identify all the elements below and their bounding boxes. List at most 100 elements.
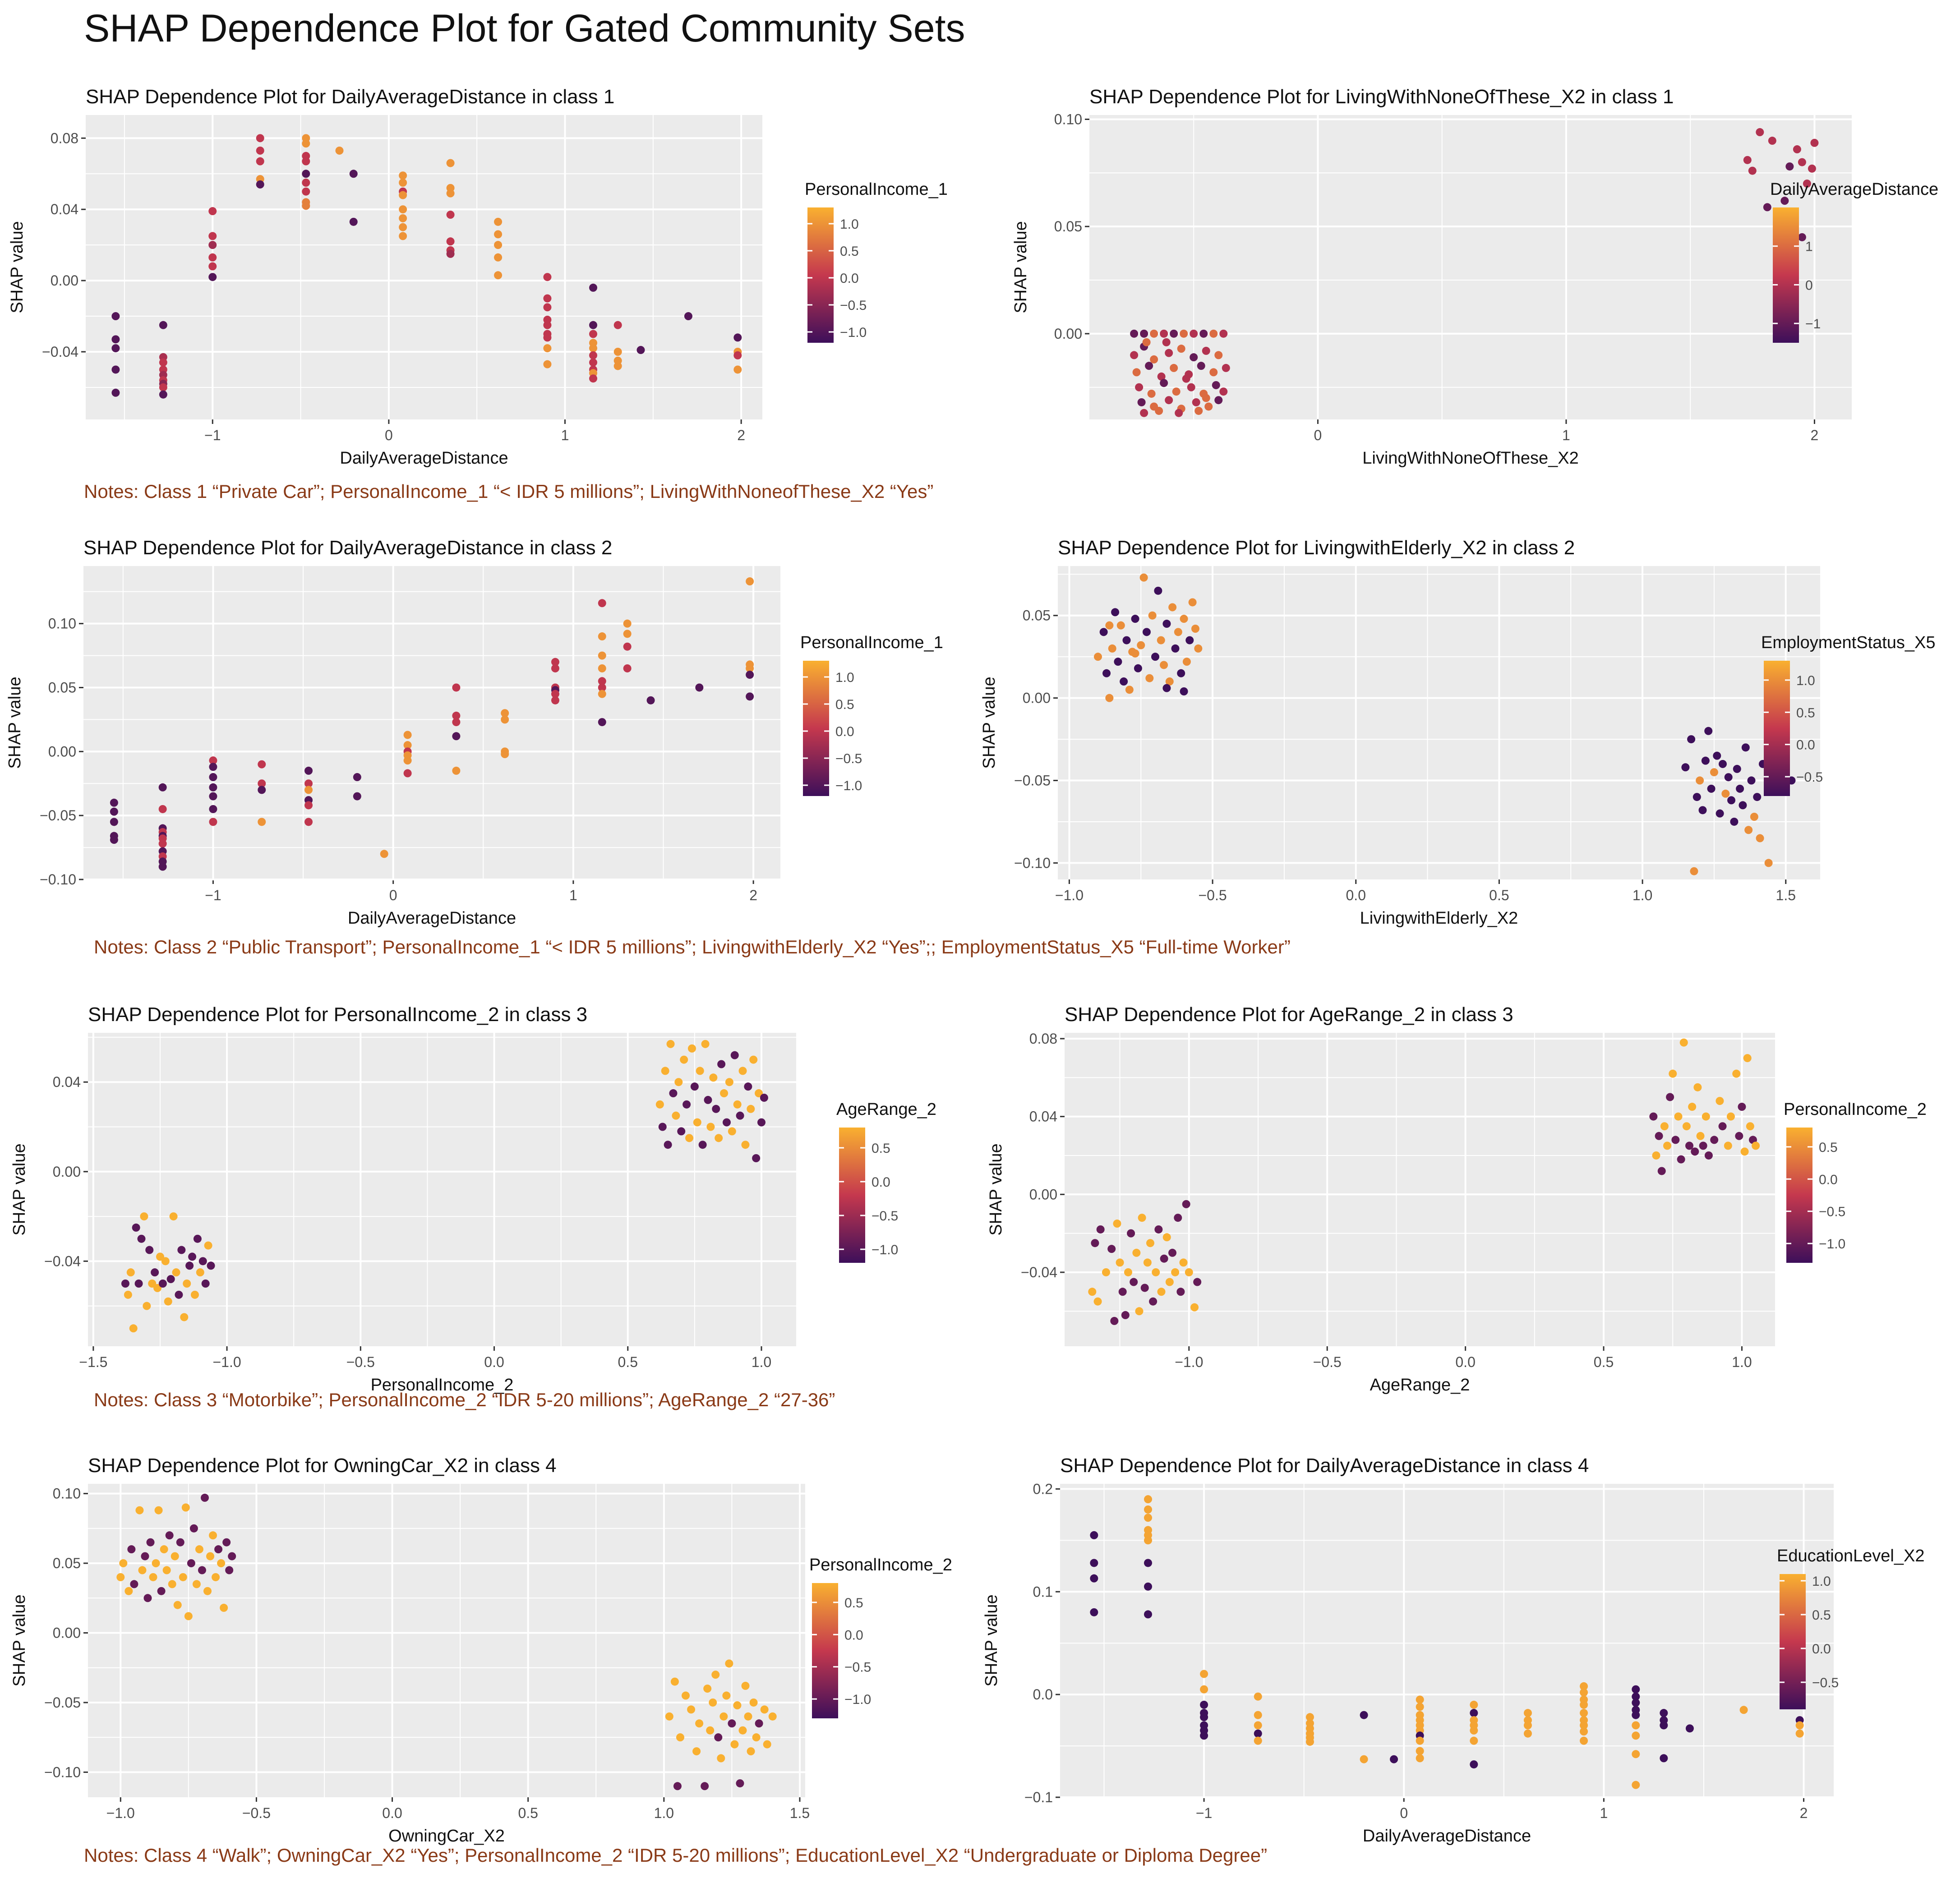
scatter-point (1688, 1103, 1697, 1111)
scatter-point (403, 741, 412, 750)
scatter-point (551, 696, 559, 704)
scatter-point (1580, 1736, 1588, 1745)
scatter-point (1090, 1608, 1098, 1616)
scatter-point (1165, 349, 1173, 357)
scatter-point (196, 1268, 204, 1277)
scatter-point (1798, 233, 1806, 241)
y-axis-label: SHAP value (987, 1143, 1005, 1235)
scatter-point (589, 283, 597, 292)
legend-tick-label: 0.0 (835, 724, 854, 739)
scatter-point (149, 1573, 157, 1581)
scatter-point (674, 1078, 683, 1086)
scatter-point (135, 1506, 144, 1514)
scatter-point (214, 1545, 223, 1554)
scatter-point (1674, 1112, 1683, 1121)
scatter-point (1785, 162, 1794, 171)
scatter-point (1204, 402, 1213, 411)
scatter-point (666, 1040, 675, 1048)
scatter-point (1663, 1142, 1671, 1150)
scatter-point (380, 850, 388, 858)
scatter-point (179, 1573, 187, 1581)
scatter-point (1710, 1136, 1719, 1144)
legend-colorbar (807, 207, 834, 343)
scatter-point (143, 1594, 152, 1602)
scatter-point (1149, 1297, 1158, 1306)
legend-tick-label: −0.5 (1819, 1205, 1845, 1220)
legend-tick-label: −0.5 (835, 751, 862, 766)
scatter-point (665, 1712, 673, 1721)
scatter-point (1200, 1713, 1208, 1722)
x-tick-label: 1.5 (1776, 887, 1796, 903)
scatter-point (111, 365, 120, 374)
x-tick-label: −1.0 (1055, 887, 1084, 903)
scatter-point (730, 1051, 739, 1059)
x-tick-label: 0 (389, 887, 397, 903)
scatter-point (733, 351, 742, 359)
y-tick-label: 0.04 (53, 1074, 81, 1090)
x-tick-label: 2 (737, 427, 745, 443)
scatter-point (725, 1659, 733, 1668)
scatter-point (148, 1280, 157, 1288)
scatter-point (1748, 166, 1757, 175)
scatter-point (158, 1280, 167, 1288)
scatter-point (353, 773, 361, 782)
scatter-point (217, 1559, 226, 1568)
scatter-point (623, 630, 632, 638)
scatter-point (494, 230, 503, 239)
x-tick-label: 0 (1314, 427, 1322, 443)
scatter-point (692, 1747, 701, 1756)
y-tick-label: 0.00 (1029, 1186, 1057, 1202)
scatter-point (203, 1587, 212, 1595)
scatter-point (304, 786, 313, 794)
scatter-point (1162, 1233, 1171, 1242)
scatter-point (1523, 1721, 1532, 1730)
x-tick-label: 0.0 (484, 1354, 504, 1370)
scatter-point (1254, 1721, 1262, 1730)
scatter-point (302, 157, 310, 166)
chart-title: SHAP Dependence Plot for DailyAverageDis… (86, 86, 614, 108)
scatter-point (143, 1302, 151, 1310)
scatter-point (302, 202, 310, 210)
chart-class2-daily-distance: SHAP Dependence Plot for DailyAverageDis… (0, 530, 974, 928)
scatter-point (1713, 751, 1721, 760)
scatter-point (730, 1740, 739, 1749)
x-tick-label: −1.5 (79, 1354, 107, 1370)
scatter-point (494, 241, 503, 249)
x-tick-label: −0.5 (1313, 1354, 1342, 1370)
scatter-point (302, 170, 310, 178)
scatter-point (169, 1212, 178, 1221)
chart-class1-daily-distance: SHAP Dependence Plot for DailyAverageDis… (0, 77, 974, 468)
scatter-point (703, 1685, 712, 1693)
chart-class4-daily-distance: SHAP Dependence Plot for DailyAverageDis… (974, 1448, 1960, 1846)
scatter-point (132, 1223, 140, 1232)
scatter-point (258, 760, 266, 769)
scatter-point (1810, 138, 1819, 147)
x-tick-label: 2 (749, 887, 757, 903)
scatter-point (129, 1324, 138, 1333)
scatter-point (403, 731, 412, 739)
scatter-point (1753, 793, 1762, 801)
scatter-point (551, 658, 559, 666)
scatter-point (184, 1612, 193, 1620)
scatter-point (693, 1118, 701, 1127)
scatter-point (1180, 329, 1188, 338)
scatter-point (225, 1566, 234, 1574)
scatter-point (1130, 351, 1139, 359)
scatter-point (1105, 621, 1114, 630)
scatter-point (1090, 1559, 1098, 1567)
scatter-point (673, 1782, 682, 1791)
scatter-point (209, 783, 217, 792)
scatter-point (501, 709, 509, 718)
scatter-point (1144, 1559, 1152, 1567)
scatter-point (746, 671, 754, 679)
scatter-point (1174, 1214, 1182, 1222)
scatter-point (598, 683, 606, 692)
legend-colorbar (1764, 661, 1790, 796)
scatter-point (1390, 1755, 1398, 1763)
y-tick-label: 0.2 (1033, 1481, 1053, 1497)
scatter-point (208, 207, 217, 216)
scatter-point (209, 818, 217, 826)
scatter-point (598, 664, 606, 672)
legend-tick-label: −0.5 (1812, 1675, 1839, 1690)
scatter-point (1157, 636, 1165, 644)
